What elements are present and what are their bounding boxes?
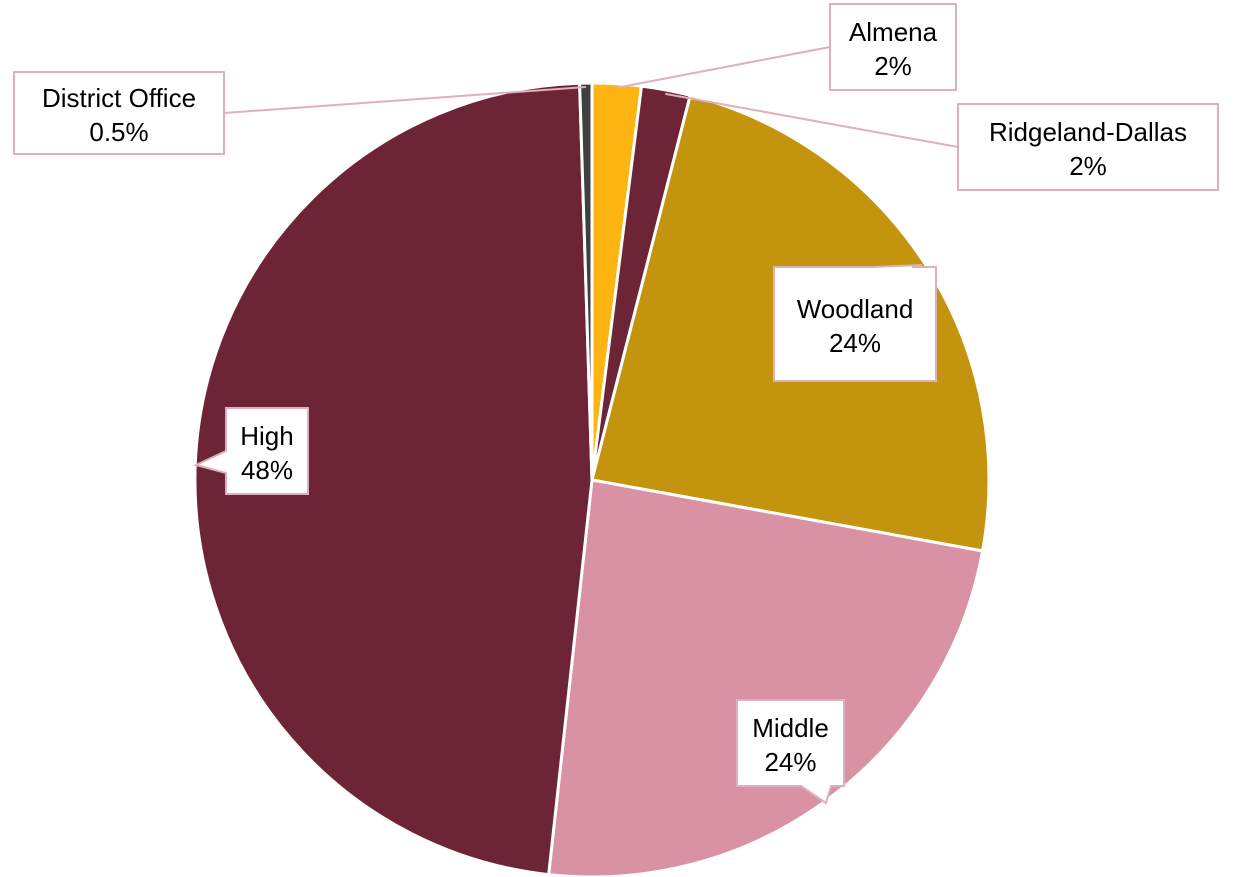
slice-middle: [547, 478, 985, 877]
label-box: [773, 264, 937, 382]
label-high: High 48%: [193, 407, 309, 495]
label-box: [829, 3, 957, 91]
slice-name-label: Ridgeland-Dallas: [989, 117, 1187, 147]
slice-name-label: District Office: [42, 83, 196, 113]
slice-name-label: Almena: [849, 17, 938, 47]
label-almena: Almena 2%: [616, 3, 957, 91]
pie-slices: [193, 81, 991, 877]
slice-value-label: 2%: [1069, 151, 1107, 181]
slice-value-label: 0.5%: [89, 117, 148, 147]
slice-name-label: Woodland: [797, 294, 914, 324]
label-ridgeland-dallas: Ridgeland-Dallas 2%: [665, 92, 1219, 191]
label-box: [736, 699, 845, 805]
label-district-office: District Office 0.5%: [13, 71, 586, 155]
slice-name-label: High: [240, 421, 293, 451]
label-box: [957, 103, 1219, 191]
data-labels: Almena2%Ridgeland-Dallas2%Woodland24%Mid…: [13, 3, 1219, 805]
leader-line: [616, 46, 831, 89]
label-box: [13, 71, 225, 155]
slice-value-label: 24%: [764, 747, 816, 777]
label-woodland: Woodland 24%: [773, 264, 937, 382]
slice-value-label: 2%: [874, 51, 912, 81]
label-middle: Middle 24%: [736, 699, 845, 805]
slice-value-label: 48%: [241, 455, 293, 485]
slice-value-label: 24%: [829, 328, 881, 358]
leader-line: [665, 92, 959, 148]
slice-name-label: Middle: [752, 713, 829, 743]
leader-line: [223, 86, 586, 114]
label-box: [193, 407, 309, 495]
slice-district-office: [578, 81, 594, 482]
